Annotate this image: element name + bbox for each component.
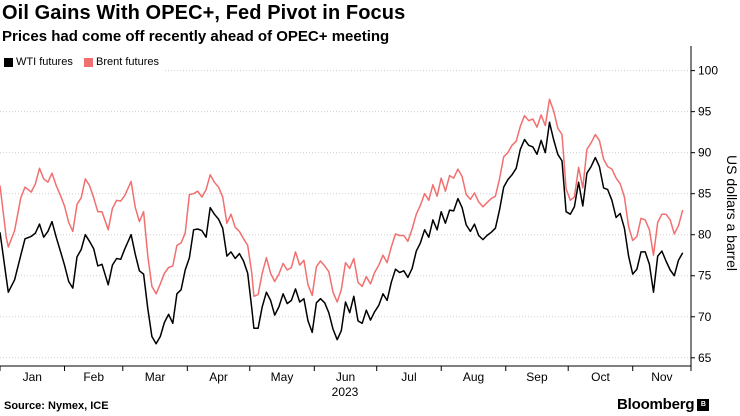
bloomberg-logo: Bloomberg B [617, 396, 710, 413]
y-ticks: 65 70 75 80 85 90 95 100 [691, 64, 718, 365]
brand-square-icon: B [697, 398, 710, 411]
x-tick-label-aug: Aug [463, 370, 484, 384]
y-tick-label-95: 95 [698, 105, 712, 119]
legend-label-wti: WTI futures [16, 56, 73, 68]
y-tick-label-85: 85 [698, 187, 712, 201]
legend-swatch-wti [4, 57, 13, 67]
y-tick-label-100: 100 [698, 64, 718, 78]
legend-label-brent: Brent futures [96, 56, 159, 68]
x-tick-label-oct: Oct [591, 370, 610, 384]
x-ticks: Jan Feb Mar Apr May Jun Jul Aug Sep Oct Nov [0, 366, 692, 384]
legend-swatch-brent [84, 57, 93, 67]
x-tick-label-may: May [271, 370, 294, 384]
y-tick-label-80: 80 [698, 228, 712, 242]
y-tick-label-70: 70 [698, 310, 712, 324]
x-tick-label-feb: Feb [83, 370, 104, 384]
legend-item-wti: WTI futures [4, 56, 73, 68]
y-tick-label-75: 75 [698, 269, 712, 283]
x-tick-label-sep: Sep [526, 370, 548, 384]
y-tick-label-90: 90 [698, 146, 712, 160]
series-line-brent-futures [0, 98, 684, 303]
x-tick-label-jul: Jul [401, 370, 416, 384]
series-line-wti-futures [0, 121, 684, 345]
chart-subtitle: Prices had come off recently ahead of OP… [2, 28, 390, 45]
x-tick-label-mar: Mar [145, 370, 166, 384]
x-axis-title: 2023 [332, 385, 359, 399]
gridlines [0, 70, 691, 359]
brand-name: Bloomberg [617, 396, 695, 413]
x-tick-label-jan: Jan [23, 370, 42, 384]
series-layer [0, 98, 684, 345]
source-note: Source: Nymex, ICE [4, 400, 109, 412]
x-tick-label-nov: Nov [651, 370, 672, 384]
y-axis-title: US dollars a barrel [724, 155, 740, 271]
legend-item-brent: Brent futures [84, 56, 159, 68]
y-tick-label-65: 65 [698, 351, 712, 365]
chart-title: Oil Gains With OPEC+, Fed Pivot in Focus [2, 2, 406, 24]
x-tick-label-apr: Apr [209, 370, 228, 384]
x-tick-label-jun: Jun [336, 370, 355, 384]
legend: WTI futures Brent futures [0, 50, 164, 74]
